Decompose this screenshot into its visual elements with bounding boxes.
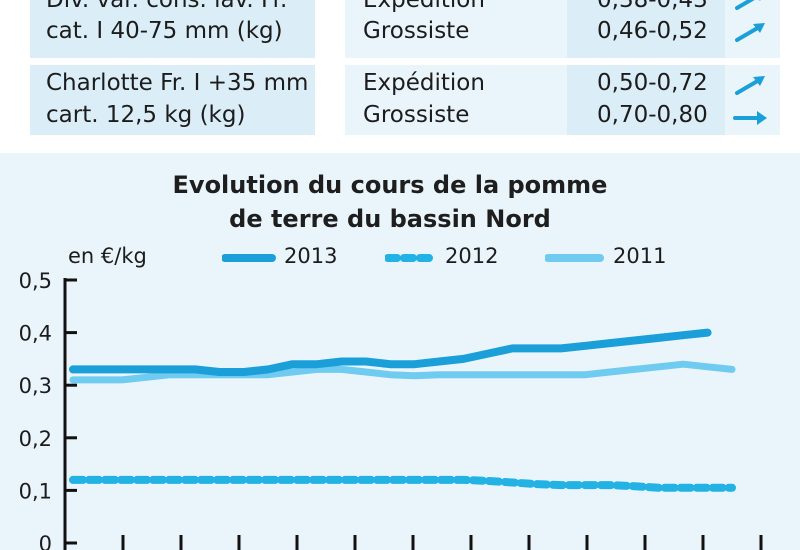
- price-value: 0,50-0,72: [597, 70, 708, 96]
- product-line: cart. 12,5 kg (kg): [46, 102, 246, 128]
- chart-title-line: Evolution du cours de la pomme: [172, 171, 608, 199]
- market-label: Grossiste: [363, 102, 470, 128]
- table-row: Charlotte Fr. I +35 mm cart. 12,5 kg (kg…: [30, 65, 780, 135]
- market-label: Expédition: [363, 70, 485, 96]
- trend-up-icon: [735, 0, 761, 10]
- series-line-2013: [69, 328, 712, 376]
- legend-label: 2011: [613, 244, 667, 268]
- chart-title: Evolution du cours de la pomme de terre …: [0, 168, 780, 236]
- y-tick-label: 0,3: [19, 374, 52, 398]
- product-cell: Charlotte Fr. I +35 mm cart. 12,5 kg (kg…: [30, 65, 315, 135]
- series-line-2012: [69, 475, 736, 492]
- market-label: Grossiste: [363, 18, 470, 44]
- price-table: Div. var. cons. lav. Fr. cat. I 40-75 mm…: [0, 0, 800, 140]
- price-cell: 0,38-0,43 0,46-0,52: [567, 0, 725, 58]
- product-line: cat. I 40-75 mm (kg): [46, 18, 283, 44]
- trend-cell: [725, 0, 780, 58]
- product-line: Div. var. cons. lav. Fr.: [46, 0, 288, 13]
- y-tick-label: 0,2: [19, 427, 52, 451]
- market-cell: Expédition Grossiste: [345, 0, 567, 58]
- table-row: Div. var. cons. lav. Fr. cat. I 40-75 mm…: [30, 0, 780, 58]
- legend-swatch: [545, 254, 604, 262]
- y-tick-label: 0,1: [19, 479, 52, 503]
- series-line-2011: [69, 360, 736, 384]
- price-value: 0,38-0,43: [597, 0, 708, 13]
- price-cell: 0,50-0,72 0,70-0,80: [567, 65, 725, 135]
- y-tick-label: 0: [39, 532, 52, 550]
- y-tick-label: 0,5: [19, 269, 52, 293]
- trend-flat-icon: [733, 111, 767, 125]
- price-value: 0,70-0,80: [597, 102, 708, 128]
- product-line: Charlotte Fr. I +35 mm: [46, 70, 309, 96]
- legend-label: 2013: [284, 244, 338, 268]
- legend-swatch: [222, 254, 276, 262]
- legend-label: 2012: [445, 244, 499, 268]
- trend-cell: [725, 65, 780, 135]
- legend-swatch: [385, 254, 439, 262]
- product-cell: Div. var. cons. lav. Fr. cat. I 40-75 mm…: [30, 0, 315, 58]
- price-value: 0,46-0,52: [597, 18, 708, 44]
- trend-up-icon: [735, 23, 765, 42]
- market-label: Expédition: [363, 0, 485, 13]
- market-cell: Expédition Grossiste: [345, 65, 567, 135]
- trend-up-icon: [735, 76, 765, 95]
- y-tick-label: 0,4: [19, 322, 52, 346]
- chart-title-line: de terre du bassin Nord: [229, 205, 551, 233]
- y-axis-unit-label: en €/kg: [68, 244, 147, 268]
